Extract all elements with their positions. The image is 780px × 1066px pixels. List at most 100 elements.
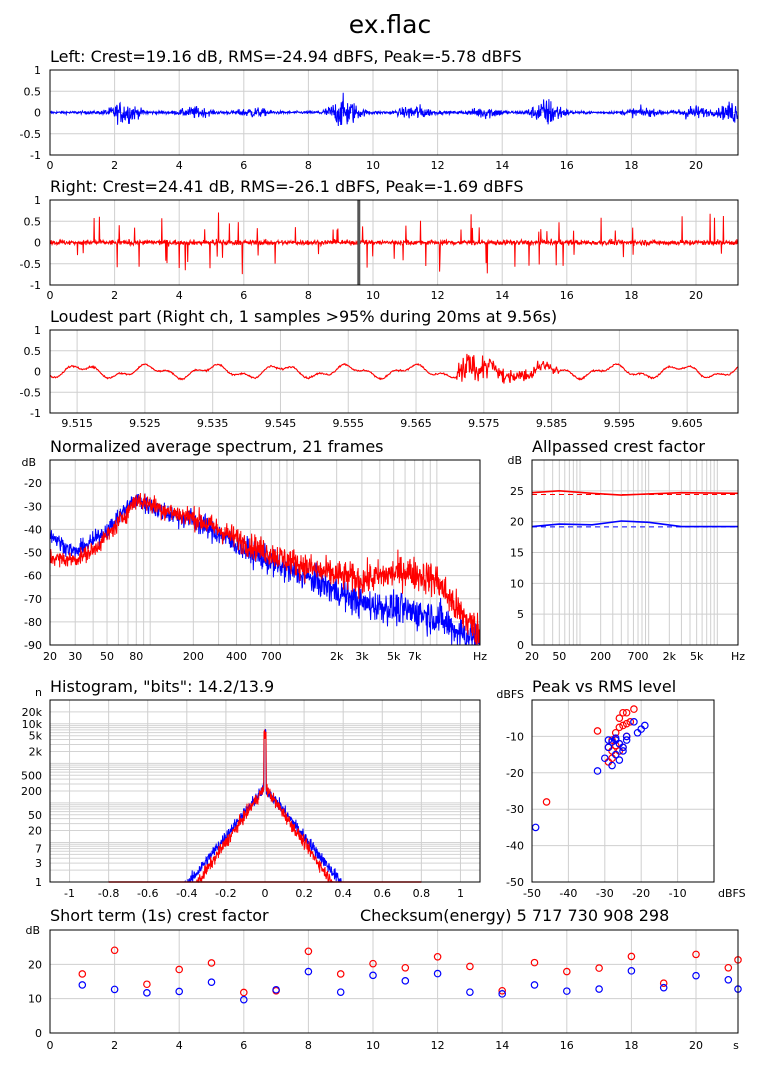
right-xtick: 16 xyxy=(560,289,574,302)
allpassed-xtick: Hz xyxy=(731,650,745,663)
left-ytick: 1 xyxy=(34,64,41,77)
short-term-xtick: 8 xyxy=(305,1039,312,1052)
short-term-xtick: 2 xyxy=(111,1039,118,1052)
short-term-point-left xyxy=(336,988,345,996)
allpassed-xtick: 700 xyxy=(628,650,649,663)
spectrum-xtick: 700 xyxy=(261,650,282,663)
peak-rms-ytick: -30 xyxy=(506,803,524,816)
left-xtick: 16 xyxy=(560,159,574,172)
left-xtick: 2 xyxy=(111,159,118,172)
histogram-right-line xyxy=(167,728,363,883)
peak-rms-point-left xyxy=(615,756,624,764)
short-term-point-right xyxy=(692,950,700,959)
allpassed-ytick: 20 xyxy=(510,516,524,529)
histogram-ytick: 200 xyxy=(21,785,42,798)
peak-rms-point-right xyxy=(608,754,616,763)
right-xtick: 18 xyxy=(624,289,638,302)
short-term-point-left xyxy=(530,981,539,989)
left-xtick: 12 xyxy=(431,159,445,172)
short-term-point-left xyxy=(692,971,700,980)
short-term-xtick: 12 xyxy=(431,1039,445,1052)
peak-rms-point-right xyxy=(619,721,627,730)
short-term-point-right xyxy=(336,970,345,978)
loudest-xtick: 9.595 xyxy=(604,417,636,430)
right-ytick: -0.5 xyxy=(20,258,41,271)
right-ytick: 0.5 xyxy=(24,215,42,228)
short-term-point-left xyxy=(207,978,216,986)
histogram-ytick: 1 xyxy=(35,876,42,889)
short-term-xtick: 0 xyxy=(47,1039,54,1052)
allpassed-ytick: 25 xyxy=(510,485,524,498)
short-term-point-right xyxy=(207,959,216,967)
peak-rms-point-right xyxy=(593,727,602,735)
histogram-title: Histogram, "bits": 14.2/13.9 xyxy=(50,677,274,696)
peak-rms-point-left xyxy=(604,743,613,752)
right-xtick: 8 xyxy=(305,289,312,302)
peak-rms-point-left xyxy=(619,747,627,755)
left-ytick: 0 xyxy=(34,107,41,120)
allpassed-plot-border xyxy=(531,459,739,646)
right-xtick: 12 xyxy=(431,289,445,302)
left-waveform-line xyxy=(49,92,739,127)
left-xtick: 10 xyxy=(366,159,380,172)
peak-rms-point-left xyxy=(600,754,609,763)
panel-right: Right: Crest=24.41 dB, RMS=-26.1 dBFS, P… xyxy=(20,177,739,302)
short-term-plot-border xyxy=(49,929,739,1034)
right-xtick: 4 xyxy=(176,289,183,302)
peak-rms-title: Peak vs RMS level xyxy=(532,677,676,696)
short-term-ytick: 0 xyxy=(35,1027,42,1040)
loudest-xtick: 9.585 xyxy=(536,417,568,430)
spectrum-ylabel: dB xyxy=(21,456,36,469)
short-term-xtick: s xyxy=(733,1039,739,1052)
short-term-point-right xyxy=(724,963,733,972)
spectrum-xtick: Hz xyxy=(473,650,487,663)
short-term-point-left xyxy=(498,990,507,998)
spectrum-xtick: 30 xyxy=(68,650,82,663)
left-xtick: 8 xyxy=(305,159,312,172)
peak-rms-point-right xyxy=(630,705,638,713)
histogram-plot-border xyxy=(49,699,481,883)
histogram-ytick: n xyxy=(35,686,42,699)
peak-rms-point-left xyxy=(608,761,616,770)
allpassed-xtick: 200 xyxy=(590,650,611,663)
right-ytick: 1 xyxy=(34,194,41,207)
loudest-ytick: 0.5 xyxy=(24,345,42,358)
peak-rms-point-right xyxy=(615,723,624,732)
left-plot-border xyxy=(49,69,739,156)
peak-rms-plot-border xyxy=(531,699,715,883)
right-xtick: 0 xyxy=(47,289,54,302)
short-term-point-right xyxy=(401,963,410,972)
panel-histogram: Histogram, "bits": 14.2/13.9 -1 -0.8 -0.6 -0… xyxy=(21,677,480,900)
short-term-xtick: 20 xyxy=(689,1039,703,1052)
short-term-point-right xyxy=(175,965,184,974)
short-term-point-right xyxy=(304,947,313,956)
peak-rms-point-right xyxy=(619,708,627,717)
histogram-ytick: 3 xyxy=(35,857,42,870)
peak-rms-point-left xyxy=(604,736,613,744)
short-term-point-right xyxy=(498,986,507,995)
histogram-ytick: 7 xyxy=(35,843,42,856)
spectrum-ytick: -40 xyxy=(24,523,42,536)
short-term-point-right xyxy=(563,967,571,976)
right-xtick: 14 xyxy=(495,289,509,302)
peak-rms-point-right xyxy=(626,718,635,726)
spectrum-ytick: -60 xyxy=(24,570,42,583)
peak-rms-point-right xyxy=(615,714,624,723)
peak-rms-xlabel: dBFS xyxy=(718,887,746,900)
loudest-xtick: 9.545 xyxy=(265,417,297,430)
panel-left: Left: Crest=19.16 dB, RMS=-24.94 dBFS, P… xyxy=(20,47,739,172)
peak-rms-ylabel: dBFS xyxy=(496,688,524,701)
right-xtick: 2 xyxy=(111,289,118,302)
histogram-ytick: 20k xyxy=(22,706,43,719)
allpassed-xtick: 5k xyxy=(690,650,704,663)
short-term-point-right xyxy=(466,962,474,971)
histogram-xtick: -0.6 xyxy=(137,887,158,900)
panel-loudest: Loudest part (Right ch, 1 samples >95% d… xyxy=(20,307,739,430)
peak-rms-ytick: -10 xyxy=(506,730,524,743)
spectrum-xtick: 20 xyxy=(43,650,57,663)
spectrum-ytick: -50 xyxy=(24,547,42,560)
right-title: Right: Crest=24.41 dB, RMS=-26.1 dBFS, P… xyxy=(50,177,524,196)
panel-short-term: Short term (1s) crest factor Checksum(ene… xyxy=(25,906,742,1052)
histogram-ytick: 2k xyxy=(29,745,43,758)
